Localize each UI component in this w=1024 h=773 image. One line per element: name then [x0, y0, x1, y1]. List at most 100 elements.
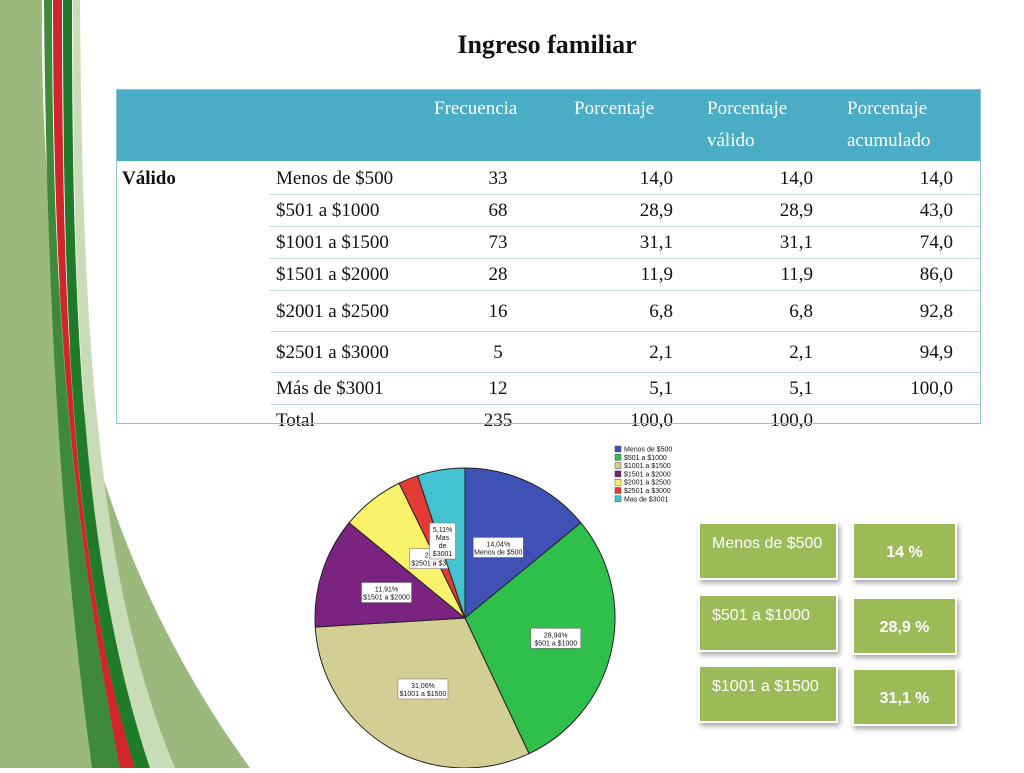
cell-frecuencia: 68	[428, 194, 568, 227]
legend-swatch	[614, 454, 622, 461]
cell-porcentaje-valido: 6,8	[701, 290, 841, 332]
legend-label: $2001 a $2500	[624, 480, 671, 487]
svg-text:$501 a $1000: $501 a $1000	[534, 640, 577, 647]
summary-value-box: 14 %	[852, 522, 957, 580]
row-label: $2501 a $3000	[270, 331, 428, 373]
svg-text:11,91%: 11,91%	[375, 587, 398, 594]
cell-porcentaje-valido: 100,0	[770, 410, 813, 431]
legend-swatch	[614, 479, 622, 486]
svg-text:$2501 a $3000: $2501 a $3000	[411, 561, 458, 568]
table-row: Válido Menos de $500 33 14,0 14,0 14,0	[116, 162, 981, 195]
cell-porcentaje-valido: 14,0	[701, 162, 841, 195]
header-frecuencia: Frecuencia	[428, 89, 568, 163]
cell-porcentaje-valido: 11,9	[701, 258, 841, 291]
summary-value-box: 28,9 %	[852, 597, 957, 655]
row-label: Menos de $500	[270, 162, 428, 195]
legend-label: $501 a $1000	[624, 455, 667, 462]
table-row: Total 235 100,0 100,0	[116, 405, 981, 437]
slice-label: 14,04%Menos de $500	[473, 537, 524, 558]
legend-label: Menos de $500	[624, 447, 672, 454]
legend-swatch	[614, 445, 622, 453]
cell-porcentaje: 2,1	[568, 331, 701, 373]
cell-porcentaje-acumulado: 86,0	[841, 258, 981, 291]
cell-porcentaje-acumulado: 100,0	[841, 372, 981, 405]
legend-label: Mas de $3001	[624, 496, 668, 503]
cell-porcentaje: 14,0	[568, 162, 701, 195]
cell-frecuencia: 235	[483, 410, 513, 431]
cell-porcentaje-valido: 31,1	[701, 226, 841, 259]
cell-porcentaje-valido: 2,1	[701, 331, 841, 373]
cell-porcentaje-acumulado	[841, 405, 981, 437]
legend-swatch	[614, 495, 622, 502]
side-banner-decoration	[0, 0, 250, 768]
header-cell	[270, 89, 428, 163]
row-label: $501 a $1000	[270, 194, 428, 227]
summary-label-box: $1001 a $1500	[698, 665, 838, 723]
cell-frecuencia: 28	[428, 258, 568, 291]
table-row: Más de $3001 12 5,1 5,1 100,0	[116, 372, 981, 405]
cell-porcentaje-acumulado: 94,9	[841, 331, 981, 373]
legend-swatch	[614, 487, 622, 494]
table-row: $2001 a $2500 16 6,8 6,8 92,8	[116, 290, 981, 332]
page-title: Ingreso familiar	[457, 30, 637, 59]
cell-porcentaje-acumulado: 92,8	[841, 290, 981, 332]
summary-label-box: Menos de $500	[698, 522, 838, 580]
cell-frecuencia: 73	[428, 226, 568, 259]
svg-text:5,11%: 5,11%	[433, 527, 452, 534]
legend-swatch	[614, 462, 622, 469]
cell-porcentaje-valido: 28,9	[701, 194, 841, 227]
cell-porcentaje: 6,8	[568, 290, 701, 332]
cell-frecuencia: 12	[428, 372, 568, 405]
chart-legend: Menos de $500$501 a $1000$1001 a $1500$1…	[614, 445, 672, 503]
cell-porcentaje: 28,9	[568, 194, 701, 227]
slice-label: 28,94%$501 a $1000	[530, 628, 581, 649]
cell-frecuencia: 16	[428, 290, 568, 332]
svg-text:14,04%: 14,04%	[486, 541, 510, 548]
summary-value-box: 31,1 %	[852, 668, 957, 726]
legend-label: $2501 a $3000	[624, 488, 671, 495]
legend-swatch	[614, 470, 622, 478]
svg-text:$1501 a $2000: $1501 a $2000	[363, 595, 410, 602]
slice-label: 31,06%$1001 a $1500	[397, 678, 449, 700]
svg-text:Mas: Mas	[436, 535, 450, 542]
svg-text:Menos de $500: Menos de $500	[474, 549, 522, 556]
pie-slice	[314, 522, 467, 628]
cell-porcentaje: 5,1	[568, 372, 701, 405]
row-label: Total	[276, 410, 315, 431]
cell-porcentaje: 31,1	[568, 226, 701, 259]
row-label: Más de $3001	[270, 372, 428, 405]
cell-porcentaje: 100,0	[630, 410, 673, 431]
header-porcentaje-acumulado: Porcentaje acumulado	[841, 89, 981, 163]
table-row: $2501 a $3000 5 2,1 2,1 94,9	[116, 331, 981, 373]
table-row: $1501 a $2000 28 11,9 11,9 86,0	[116, 258, 981, 291]
svg-text:de: de	[439, 543, 447, 550]
frequency-table: Frecuencia Porcentaje Porcentaje válido …	[116, 89, 981, 436]
table-row: $501 a $1000 68 28,9 28,9 43,0	[116, 194, 981, 227]
cell-porcentaje-acumulado: 14,0	[841, 162, 981, 195]
slice-label: 11,91%$1501 a $2000	[361, 582, 412, 603]
legend-label: $1001 a $1500	[624, 463, 671, 470]
cell-porcentaje: 11,9	[568, 258, 701, 291]
pie-chart: 14,04% Menos de $500 28,94% $501 a $1000 31,…	[290, 436, 690, 769]
header-porcentaje: Porcentaje	[568, 89, 701, 163]
cell-frecuencia: 33	[428, 162, 568, 195]
svg-text:31,06%: 31,06%	[411, 683, 435, 690]
svg-text:28,94%: 28,94%	[544, 632, 568, 639]
table-header-row: Frecuencia Porcentaje Porcentaje válido …	[116, 89, 981, 163]
header-cell	[116, 89, 270, 163]
legend-label: $1501 a $2000	[624, 471, 671, 478]
svg-text:$3001: $3001	[433, 551, 453, 558]
cell-frecuencia: 5	[428, 331, 568, 373]
row-label: $2001 a $2500	[270, 290, 428, 332]
header-porcentaje-valido: Porcentaje válido	[701, 89, 841, 163]
row-label: $1501 a $2000	[270, 258, 428, 291]
summary-label-box: $501 a $1000	[698, 594, 838, 652]
svg-text:$1001 a $1500: $1001 a $1500	[400, 691, 447, 698]
cell-porcentaje-acumulado: 43,0	[841, 194, 981, 227]
table-row: $1001 a $1500 73 31,1 31,1 74,0	[116, 226, 981, 259]
cell-porcentaje-acumulado: 74,0	[841, 226, 981, 259]
group-label: Válido	[122, 168, 176, 189]
row-label: $1001 a $1500	[270, 226, 428, 259]
